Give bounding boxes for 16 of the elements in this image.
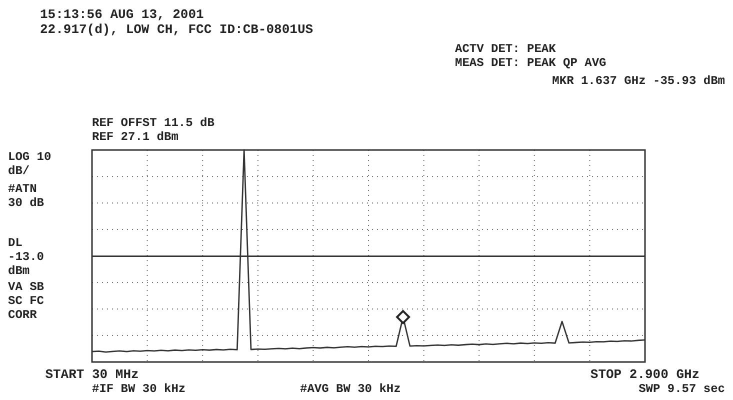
- text: LOG 10 dB/: [8, 150, 52, 178]
- text: REF 27.1 dBm: [92, 130, 178, 144]
- text: SWP 9.57 sec: [638, 382, 725, 396]
- text: MKR 1.637 GHz -35.93 dBm: [552, 74, 725, 88]
- x-tick-label: STOP 2.900 GHz: [590, 367, 700, 382]
- text: MEAS DET: PEAK QP AVG: [455, 56, 606, 70]
- text: #ATN 30 dB: [8, 182, 44, 210]
- text: ACTV DET: PEAK: [455, 42, 557, 56]
- ref-line-label: DL -13.0 dBm: [8, 236, 44, 278]
- text: REF OFFST 11.5 dB: [92, 116, 214, 130]
- x-tick-label: START 30 MHz: [45, 367, 139, 382]
- chart-subtitle: 22.917(d), LOW CH, FCC ID:CB-0801US: [40, 22, 314, 37]
- text: VA SB SC FC CORR: [8, 280, 44, 322]
- text: #AVG BW 30 kHz: [300, 382, 401, 396]
- chart-title: 15:13:56 AUG 13, 2001: [40, 7, 204, 22]
- text: #IF BW 30 kHz: [92, 382, 186, 396]
